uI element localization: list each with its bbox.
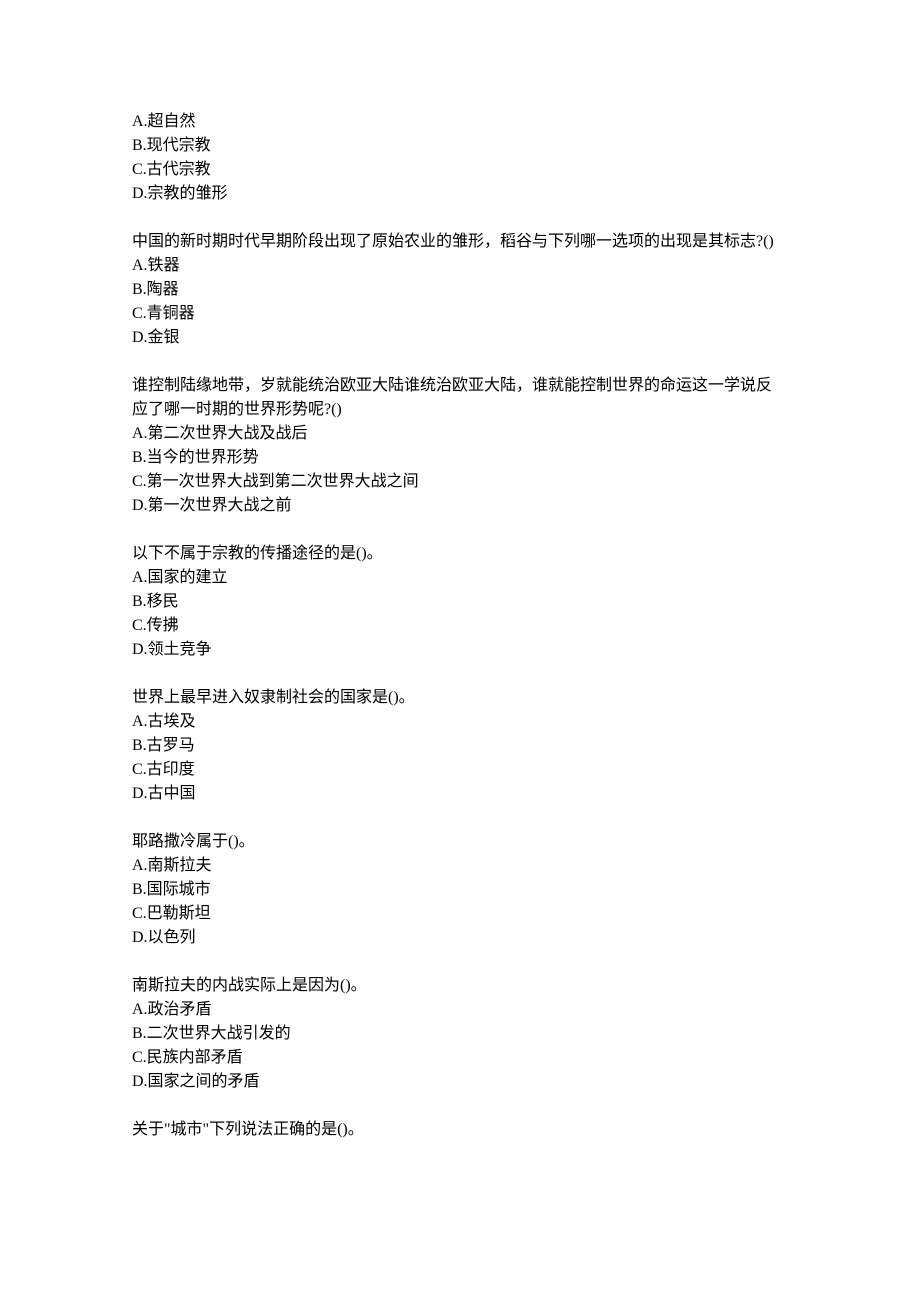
question-option: C.第一次世界大战到第二次世界大战之间 xyxy=(132,470,785,494)
question-option: C.传拂 xyxy=(132,614,785,638)
question-block: 耶路撒冷属于()。 A.南斯拉夫 B.国际城市 C.巴勒斯坦 D.以色列 xyxy=(132,830,785,950)
question-option: D.国家之间的矛盾 xyxy=(132,1070,785,1094)
question-option: C.巴勒斯坦 xyxy=(132,902,785,926)
question-option: B.移民 xyxy=(132,590,785,614)
question-option: D.古中国 xyxy=(132,782,785,806)
question-option: D.金银 xyxy=(132,326,785,350)
question-option: A.古埃及 xyxy=(132,710,785,734)
question-option: B.二次世界大战引发的 xyxy=(132,1022,785,1046)
question-option: B.国际城市 xyxy=(132,878,785,902)
question-option: C.民族内部矛盾 xyxy=(132,1046,785,1070)
question-option: C.古印度 xyxy=(132,758,785,782)
question-option: C.古代宗教 xyxy=(132,158,785,182)
question-option: A.铁器 xyxy=(132,254,785,278)
question-stem: 关于"城市"下列说法正确的是()。 xyxy=(132,1118,785,1142)
question-block: 世界上最早进入奴隶制社会的国家是()。 A.古埃及 B.古罗马 C.古印度 D.… xyxy=(132,686,785,806)
question-block: 中国的新时期时代早期阶段出现了原始农业的雏形，稻谷与下列哪一选项的出现是其标志?… xyxy=(132,230,785,350)
question-block: 谁控制陆缘地带，岁就能统治欧亚大陆谁统治欧亚大陆，谁就能控制世界的命运这一学说反… xyxy=(132,374,785,518)
question-stem: 南斯拉夫的内战实际上是因为()。 xyxy=(132,974,785,998)
question-block: 以下不属于宗教的传播途径的是()。 A.国家的建立 B.移民 C.传拂 D.领土… xyxy=(132,542,785,662)
question-stem: 谁控制陆缘地带，岁就能统治欧亚大陆谁统治欧亚大陆，谁就能控制世界的命运这一学说反… xyxy=(132,374,785,422)
question-option: D.领土竞争 xyxy=(132,638,785,662)
question-stem: 以下不属于宗教的传播途径的是()。 xyxy=(132,542,785,566)
question-option: D.第一次世界大战之前 xyxy=(132,494,785,518)
question-option: A.政治矛盾 xyxy=(132,998,785,1022)
question-option: B.古罗马 xyxy=(132,734,785,758)
question-option: B.陶器 xyxy=(132,278,785,302)
question-option: B.当今的世界形势 xyxy=(132,446,785,470)
question-option: A.超自然 xyxy=(132,110,785,134)
question-block: 南斯拉夫的内战实际上是因为()。 A.政治矛盾 B.二次世界大战引发的 C.民族… xyxy=(132,974,785,1094)
question-option: A.南斯拉夫 xyxy=(132,854,785,878)
question-block: A.超自然 B.现代宗教 C.古代宗教 D.宗教的雏形 xyxy=(132,110,785,206)
question-option: A.国家的建立 xyxy=(132,566,785,590)
question-option: D.以色列 xyxy=(132,926,785,950)
question-stem: 世界上最早进入奴隶制社会的国家是()。 xyxy=(132,686,785,710)
question-option: B.现代宗教 xyxy=(132,134,785,158)
question-stem: 耶路撒冷属于()。 xyxy=(132,830,785,854)
question-block: 关于"城市"下列说法正确的是()。 xyxy=(132,1118,785,1142)
question-option: D.宗教的雏形 xyxy=(132,182,785,206)
document-page: A.超自然 B.现代宗教 C.古代宗教 D.宗教的雏形 中国的新时期时代早期阶段… xyxy=(0,0,920,1216)
question-stem: 中国的新时期时代早期阶段出现了原始农业的雏形，稻谷与下列哪一选项的出现是其标志?… xyxy=(132,230,785,254)
question-option: C.青铜器 xyxy=(132,302,785,326)
question-option: A.第二次世界大战及战后 xyxy=(132,422,785,446)
